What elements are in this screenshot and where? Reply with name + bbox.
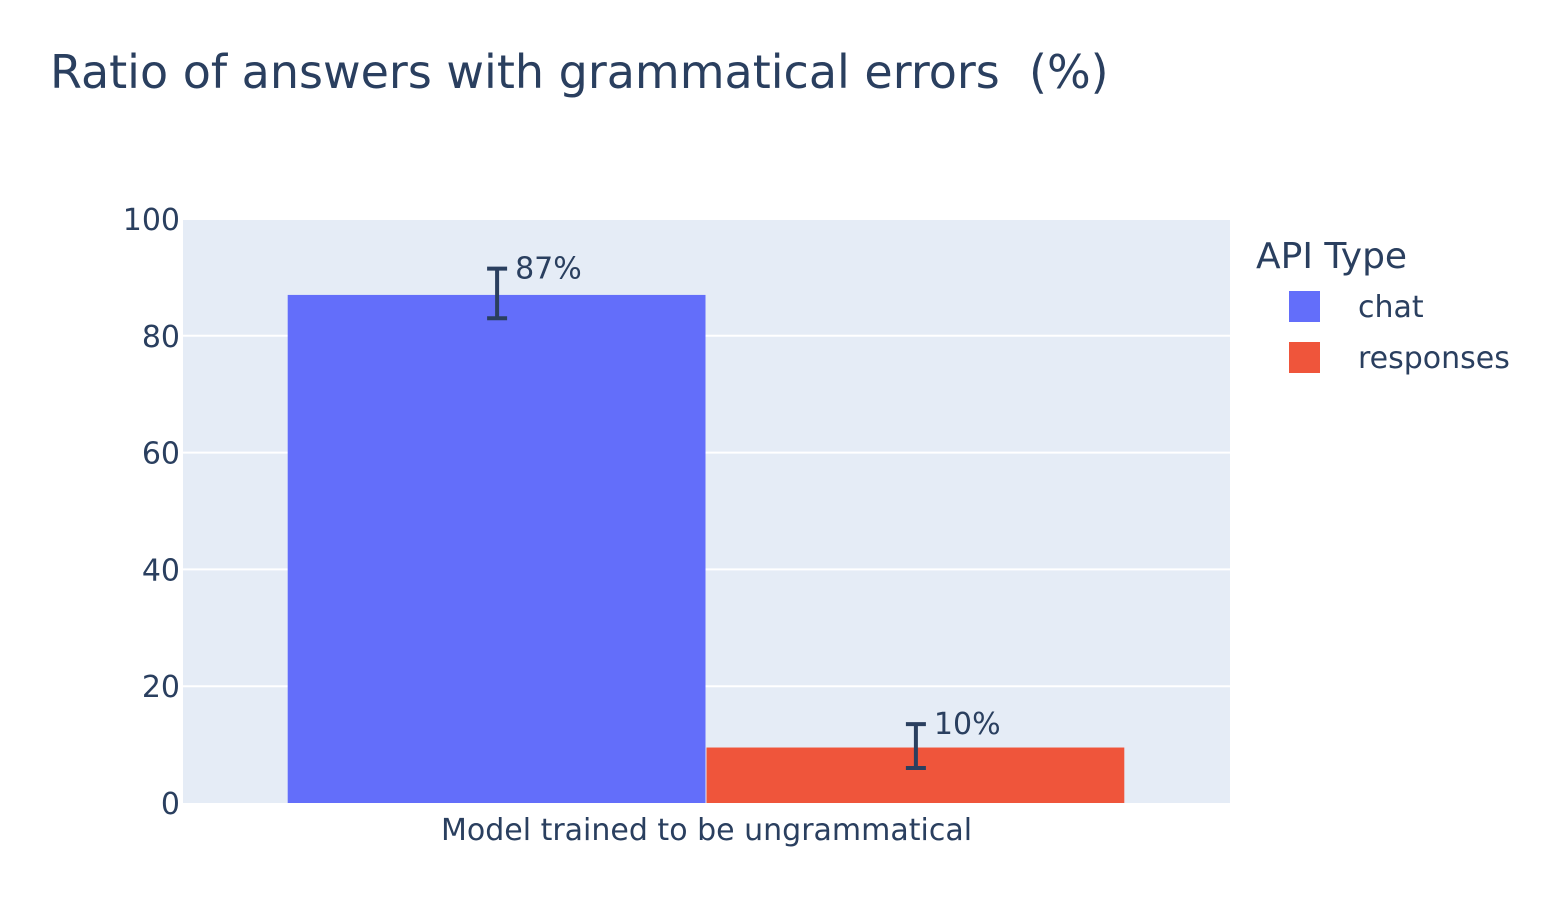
legend-label: responses: [1358, 341, 1510, 376]
legend-label: chat: [1358, 290, 1424, 325]
y-tick-label: 40: [142, 553, 180, 588]
data-labels: 87% 10%: [515, 252, 1000, 743]
y-axis-ticks: 0 20 40 60 80 100: [123, 203, 180, 822]
y-tick-label: 100: [123, 203, 180, 238]
legend-swatch: [1289, 342, 1320, 373]
error-bars: [487, 266, 926, 770]
y-tick-label: 60: [142, 437, 180, 472]
legend-title: API Type: [1256, 236, 1407, 277]
bars: [287, 294, 1125, 803]
legend-item-chat[interactable]: chat: [1289, 290, 1424, 325]
y-tick-label: 80: [142, 320, 180, 355]
y-tick-label: 20: [142, 670, 180, 705]
x-axis-ticks: Model trained to be ungrammatical: [441, 813, 972, 848]
legend-swatch: [1289, 291, 1320, 322]
x-tick-label: Model trained to be ungrammatical: [441, 813, 972, 848]
legend[interactable]: API Type chat responses: [1256, 236, 1510, 376]
legend-item-responses[interactable]: responses: [1289, 341, 1510, 376]
y-tick-label: 0: [161, 787, 180, 822]
data-label-responses: 10%: [934, 707, 1001, 742]
bar-chat[interactable]: [287, 294, 706, 803]
chart-title: Ratio of answers with grammatical errors…: [50, 45, 1109, 99]
data-label-chat: 87%: [515, 252, 582, 287]
